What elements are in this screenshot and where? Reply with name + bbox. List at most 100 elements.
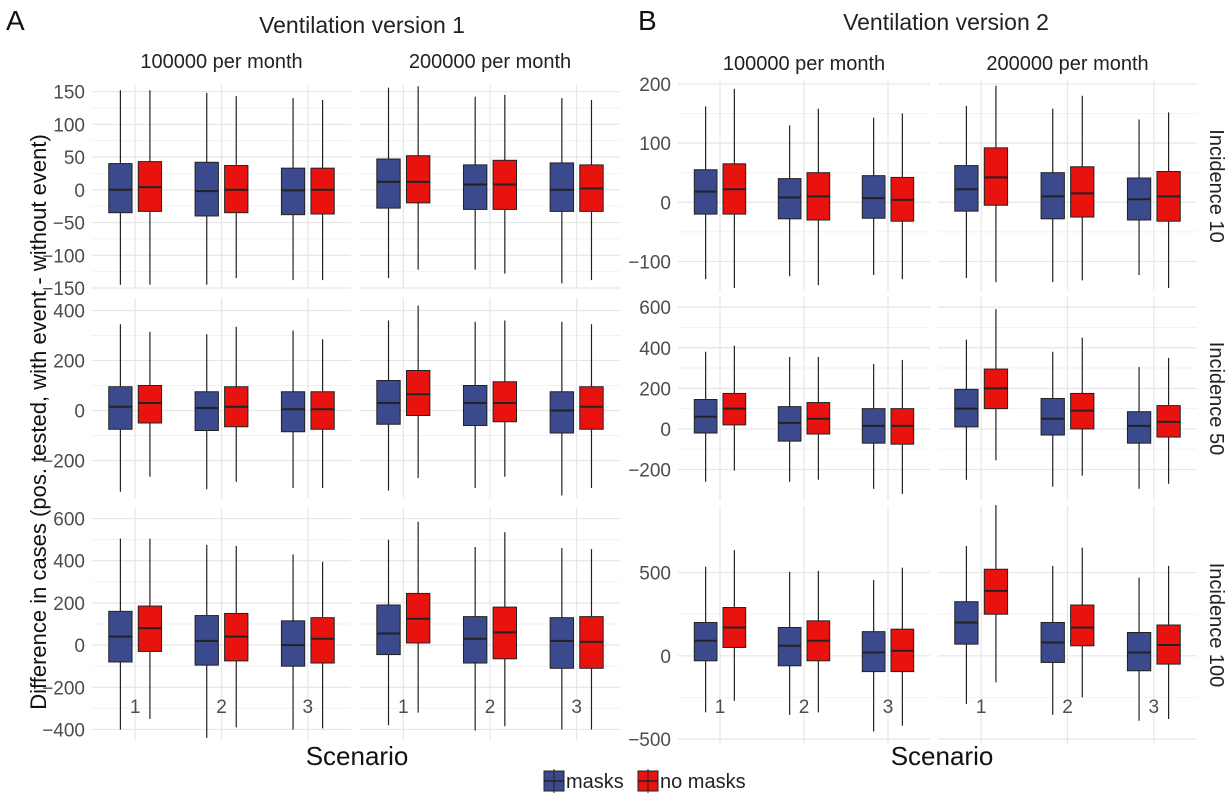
y-tick-label: 0 bbox=[660, 647, 671, 668]
y-tick-label: −150 bbox=[42, 279, 85, 300]
y-tick-label: −100 bbox=[628, 252, 671, 273]
no_masks-box bbox=[579, 386, 604, 430]
x-tick-label: 2 bbox=[1062, 697, 1073, 718]
masks-box bbox=[462, 164, 488, 210]
facet-panel bbox=[678, 297, 930, 500]
y-tick-label: 200 bbox=[639, 379, 671, 400]
y-tick-label: −50 bbox=[53, 214, 85, 235]
facet-panel bbox=[938, 505, 1197, 744]
x-tick-label: 3 bbox=[1149, 697, 1160, 718]
y-tick-label: 0 bbox=[74, 402, 85, 423]
y-tick-label: −200 bbox=[628, 461, 671, 482]
panel-letter-a: A bbox=[6, 5, 25, 36]
row-strip-label: Incidence 100 bbox=[1205, 563, 1227, 688]
x-tick-label: 2 bbox=[216, 697, 227, 718]
masks-box bbox=[777, 178, 802, 220]
legend-item-masks: masks bbox=[543, 769, 624, 793]
masks-box bbox=[777, 406, 802, 442]
y-tick-label: 600 bbox=[53, 510, 85, 531]
legend-label: no masks bbox=[660, 771, 746, 793]
x-tick-label: 1 bbox=[398, 697, 409, 718]
y-tick-label: 0 bbox=[74, 181, 85, 202]
y-tick-label: 400 bbox=[639, 339, 671, 360]
no_masks-box bbox=[310, 617, 335, 664]
masks-box bbox=[1040, 398, 1065, 436]
x-axis-title-b: Scenario bbox=[891, 741, 994, 771]
x-axis-title-a: Scenario bbox=[306, 741, 409, 771]
masks-box bbox=[462, 616, 488, 664]
y-tick-label: 500 bbox=[639, 564, 671, 585]
y-tick-label: −200 bbox=[42, 452, 85, 473]
y-tick-label: 400 bbox=[53, 302, 85, 323]
x-tick-label: 3 bbox=[571, 697, 582, 718]
column-strip-label: 200000 per month bbox=[986, 53, 1148, 75]
x-tick-label: 2 bbox=[485, 697, 496, 718]
masks-box bbox=[462, 385, 488, 426]
y-tick-label: 200 bbox=[53, 352, 85, 373]
y-tick-label: 200 bbox=[639, 75, 671, 96]
no_masks-box bbox=[405, 370, 431, 416]
no_masks-box bbox=[137, 385, 163, 424]
y-tick-label: 100 bbox=[53, 115, 85, 136]
no_masks-box bbox=[405, 155, 431, 204]
masks-box bbox=[194, 391, 219, 431]
facet-panel bbox=[938, 297, 1197, 500]
facet-panel bbox=[678, 81, 930, 291]
no_masks-box bbox=[1070, 166, 1095, 218]
column-strip-label: 100000 per month bbox=[140, 51, 302, 73]
facet-panel bbox=[92, 508, 351, 740]
x-tick-label: 2 bbox=[799, 697, 810, 718]
column-strip-label: 200000 per month bbox=[409, 51, 571, 73]
masks-box bbox=[280, 391, 306, 433]
facet-panel bbox=[360, 298, 620, 498]
row-strip-label: Incidence 50 bbox=[1205, 342, 1227, 455]
row-strip-label: Incidence 10 bbox=[1205, 129, 1227, 242]
y-tick-label: −200 bbox=[42, 678, 85, 699]
y-tick-label: 0 bbox=[74, 636, 85, 657]
masks-box bbox=[108, 163, 133, 214]
no_masks-box bbox=[492, 381, 518, 423]
y-tick-label: −400 bbox=[42, 720, 85, 741]
masks-box bbox=[376, 604, 401, 656]
x-tick-label: 1 bbox=[715, 697, 726, 718]
panel-letter-b: B bbox=[638, 5, 657, 36]
no_masks-box bbox=[310, 391, 335, 430]
x-tick-label: 1 bbox=[976, 697, 987, 718]
masks-box bbox=[280, 620, 306, 667]
masks-box bbox=[376, 158, 401, 209]
y-tick-label: 600 bbox=[639, 298, 671, 319]
column-strip-label: 100000 per month bbox=[723, 53, 885, 75]
y-tick-label: 400 bbox=[53, 552, 85, 573]
masks-box bbox=[549, 617, 575, 669]
y-tick-label: 0 bbox=[660, 193, 671, 214]
x-tick-label: 3 bbox=[303, 697, 314, 718]
masks-box bbox=[861, 175, 886, 219]
plot-area: 100000 per month 200000 per month15010050… bbox=[42, 51, 1227, 751]
y-tick-label: 150 bbox=[53, 83, 85, 104]
facet-panel bbox=[938, 81, 1197, 291]
facet-panel bbox=[92, 298, 351, 498]
y-tick-label: 200 bbox=[53, 594, 85, 615]
masks-box bbox=[108, 386, 133, 430]
facet-panel bbox=[360, 85, 620, 289]
x-tick-label: 3 bbox=[883, 697, 894, 718]
masks-box bbox=[194, 161, 219, 217]
facet-panel bbox=[678, 506, 930, 744]
y-tick-label: 100 bbox=[639, 134, 671, 155]
y-tick-label: 50 bbox=[64, 148, 85, 169]
x-tick-label: 1 bbox=[130, 697, 141, 718]
masks-box bbox=[1126, 411, 1152, 444]
no_masks-box bbox=[1070, 604, 1095, 647]
y-tick-label: −500 bbox=[628, 730, 671, 751]
masks-box bbox=[549, 391, 575, 434]
facet-panel bbox=[92, 85, 351, 289]
facet-panel bbox=[360, 508, 620, 740]
y-tick-label: 0 bbox=[660, 420, 671, 441]
legend-item-no-masks: no masks bbox=[637, 769, 746, 793]
y-tick-label: −100 bbox=[42, 246, 85, 267]
panel-a-title: Ventilation version 1 bbox=[259, 12, 465, 38]
panel-b-title: Ventilation version 2 bbox=[843, 9, 1049, 35]
no_masks-box bbox=[310, 167, 335, 215]
masks-box bbox=[549, 162, 575, 212]
